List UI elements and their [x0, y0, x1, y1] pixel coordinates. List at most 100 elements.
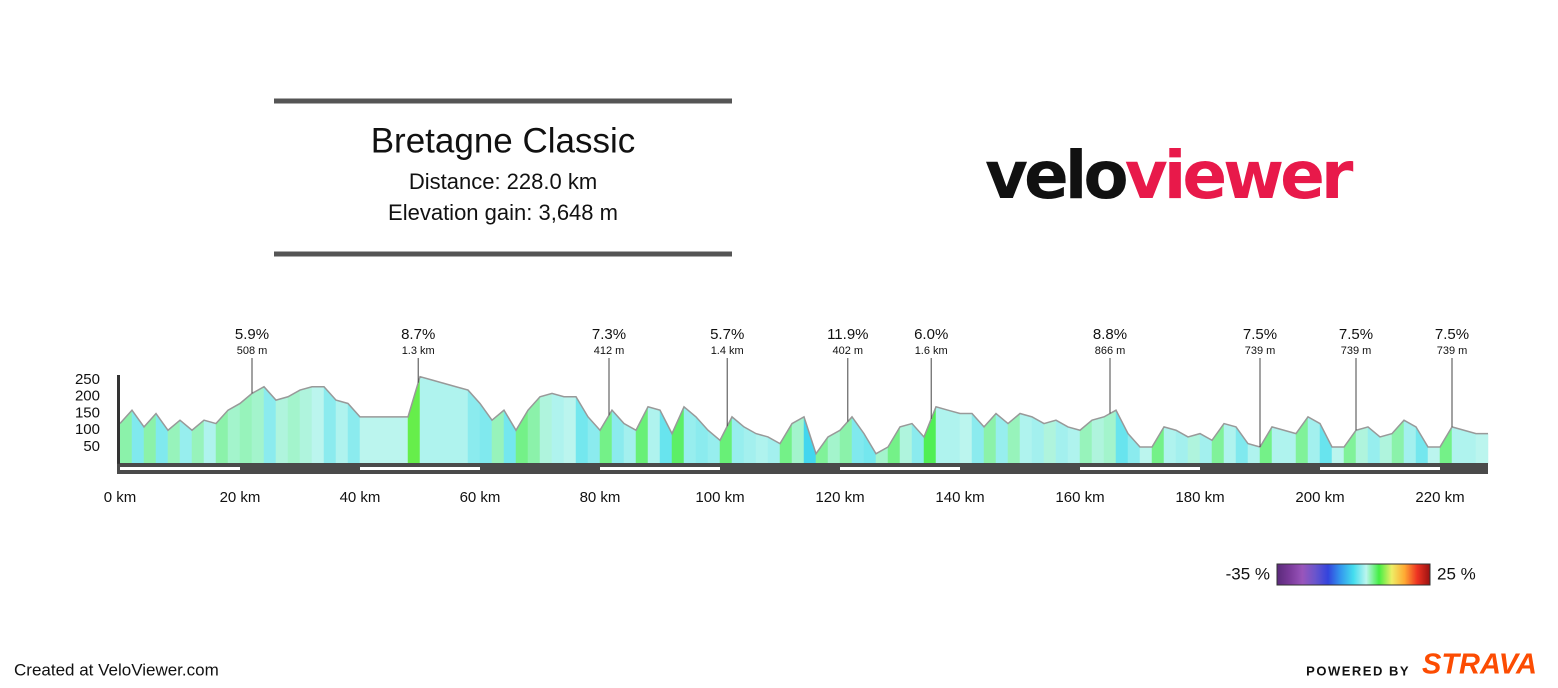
- gradient-segment: [359, 416, 373, 464]
- climb-length: 739 m: [1341, 345, 1372, 357]
- climb-length: 739 m: [1245, 345, 1276, 357]
- x-tick-label: 120 km: [815, 489, 864, 506]
- gradient-segment: [1355, 426, 1369, 464]
- gradient-segment: [1007, 412, 1021, 464]
- gradient-segment: [191, 419, 205, 464]
- climb-gradient: 7.5%: [1435, 326, 1469, 343]
- logo-part: viewer: [1125, 137, 1354, 214]
- gradient-segment: [995, 412, 1009, 464]
- y-tick-label: 150: [75, 404, 100, 421]
- y-tick-label: 250: [75, 371, 100, 388]
- gradient-segment: [1043, 419, 1057, 464]
- gradient-segment: [551, 393, 565, 464]
- gradient-segment: [1271, 426, 1285, 464]
- gradient-segment: [635, 406, 649, 464]
- climb-gradient: 8.7%: [401, 326, 435, 343]
- gradient-segment: [1091, 416, 1105, 464]
- gradient-segment: [203, 419, 217, 464]
- gradient-segment: [611, 409, 625, 464]
- x-tick-label: 100 km: [695, 489, 744, 506]
- gradient-segment: [419, 376, 433, 464]
- gradient-segment: [791, 416, 805, 464]
- gradient-segment: [215, 409, 229, 464]
- gradient-segment: [1235, 426, 1249, 464]
- climb-length: 1.3 km: [402, 345, 435, 357]
- title-rule: [274, 98, 732, 104]
- gradient-segment: [851, 416, 865, 464]
- gradient-segment: [731, 416, 745, 464]
- gradient-segment: [863, 432, 877, 464]
- gradient-segment: [935, 406, 949, 464]
- gradient-segment: [1103, 409, 1117, 464]
- climb-length: 866 m: [1095, 345, 1126, 357]
- colorbar-label: 25 %: [1437, 564, 1476, 583]
- climb-length: 412 m: [594, 345, 625, 357]
- gradient-segment: [275, 396, 289, 464]
- gradient-segment: [1139, 446, 1153, 464]
- gradient-segment: [1079, 419, 1093, 464]
- gradient-segment: [755, 433, 769, 464]
- climb-length: 508 m: [237, 345, 268, 357]
- x-tick-label: 0 km: [104, 489, 137, 506]
- gradient-segment: [1427, 446, 1441, 464]
- logo-part: velo: [985, 137, 1126, 214]
- y-tick-label: 200: [75, 388, 100, 405]
- gradient-segment: [1067, 426, 1081, 464]
- climb-length: 402 m: [833, 345, 864, 357]
- gradient-segment: [503, 409, 517, 464]
- gradient-segment: [443, 383, 457, 464]
- x-tick-label: 220 km: [1415, 489, 1464, 506]
- climb-gradient: 8.8%: [1093, 326, 1127, 343]
- gradient-segment: [659, 410, 673, 464]
- gradient-segment: [395, 416, 409, 464]
- x-tick-label: 140 km: [935, 489, 984, 506]
- gradient-segment: [947, 409, 961, 464]
- gradient-segment: [251, 386, 265, 464]
- x-tick-label: 160 km: [1055, 489, 1104, 506]
- gradient-segment: [1475, 433, 1489, 464]
- gradient-segment: [383, 416, 397, 464]
- title: Bretagne Classic: [371, 121, 636, 160]
- powered-by: POWERED BY: [1306, 663, 1410, 678]
- gradient-segment: [539, 393, 553, 464]
- x-tick-label: 60 km: [460, 489, 501, 506]
- gradient-segment: [719, 416, 733, 464]
- gradient-segment: [527, 396, 541, 464]
- gradient-segment: [299, 386, 313, 464]
- climb-gradient: 7.5%: [1339, 326, 1373, 343]
- climb-gradient: 6.0%: [914, 326, 948, 343]
- elevation-gain: Elevation gain: 3,648 m: [388, 200, 618, 225]
- gradient-segment: [407, 376, 421, 464]
- gradient-segment: [227, 403, 241, 464]
- climb-length: 1.4 km: [711, 345, 744, 357]
- gradient-segment: [1343, 429, 1357, 464]
- climb-gradient: 11.9%: [827, 326, 868, 343]
- y-tick-label: 50: [83, 438, 100, 455]
- y-tick-label: 100: [75, 421, 100, 438]
- gradient-segment: [1115, 410, 1129, 464]
- x-tick-label: 20 km: [220, 489, 261, 506]
- colorbar-label: -35 %: [1226, 564, 1270, 583]
- gradient-segment: [1295, 416, 1309, 464]
- climb-gradient: 7.5%: [1243, 326, 1277, 343]
- gradient-segment: [455, 386, 469, 464]
- gradient-segment: [1463, 429, 1477, 464]
- x-tick-label: 80 km: [580, 489, 621, 506]
- climb-gradient: 5.7%: [710, 326, 744, 343]
- strava-brand: STRAVA: [1422, 649, 1537, 681]
- colorbar: [1276, 563, 1431, 586]
- gradient-segment: [1223, 423, 1237, 464]
- gradient-segment: [563, 396, 577, 464]
- gradient-segment: [899, 423, 913, 464]
- created-note: Created at VeloViewer.com: [14, 660, 219, 679]
- gradient-segment: [335, 399, 349, 464]
- gradient-segment: [371, 416, 385, 464]
- gradient-segment: [1031, 416, 1045, 464]
- gradient-segment: [287, 389, 301, 464]
- x-tick-label: 40 km: [340, 489, 381, 506]
- distance: Distance: 228.0 km: [409, 169, 597, 194]
- gradient-segment: [167, 419, 181, 464]
- logo: veloviewer: [985, 137, 1354, 214]
